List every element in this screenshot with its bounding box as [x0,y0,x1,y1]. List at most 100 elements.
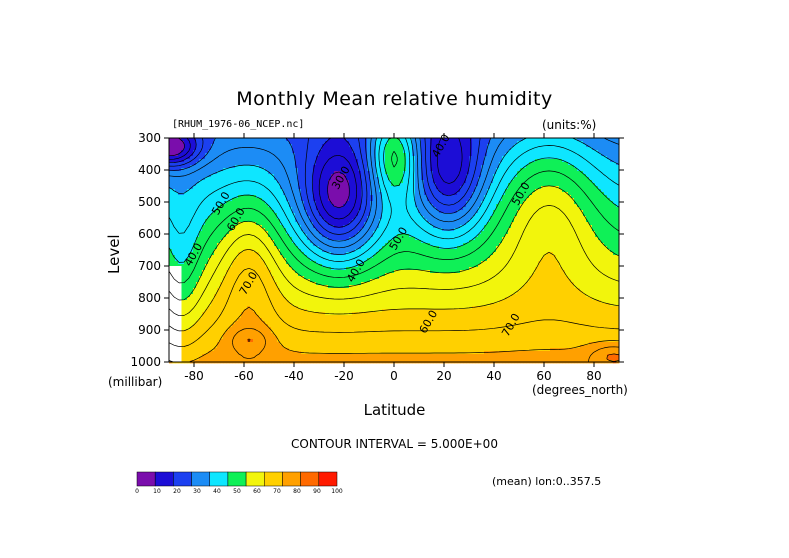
heatmap-cell [262,306,266,310]
heatmap-cell [319,228,323,232]
heatmap-cell [298,339,302,343]
heatmap-cell [262,153,266,157]
heatmap-cell [346,351,350,355]
heatmap-cell [340,306,344,310]
heatmap-cell [223,225,227,229]
heatmap-cell [307,309,311,313]
heatmap-cell [241,336,245,340]
heatmap-cell [268,261,272,265]
heatmap-cell [262,144,266,148]
heatmap-cell [361,255,365,259]
heatmap-cell [346,291,350,295]
heatmap-cell [361,216,365,220]
heatmap-cell [283,144,287,148]
heatmap-cell [262,261,266,265]
heatmap-cell [265,282,269,286]
heatmap-cell [355,150,359,154]
heatmap-cell [253,165,257,169]
heatmap-cell [232,138,236,142]
heatmap-cell [334,342,338,346]
heatmap-cell [241,201,245,205]
heatmap-cell [271,189,275,193]
heatmap-cell [301,321,305,325]
heatmap-cell [271,348,275,352]
heatmap-cell [367,243,371,247]
heatmap-cell [358,216,362,220]
heatmap-cell [280,225,284,229]
heatmap-cell [220,228,224,232]
heatmap-cell [331,159,335,163]
heatmap-cell [325,180,329,184]
heatmap-cell [244,240,248,244]
heatmap-cell [292,300,296,304]
heatmap-cell [199,183,203,187]
heatmap-cell [199,195,203,199]
heatmap-cell [337,204,341,208]
heatmap-cell [268,201,272,205]
heatmap-cell [211,309,215,313]
heatmap-cell [313,153,317,157]
heatmap-cell [235,219,239,223]
heatmap-cell [328,252,332,256]
heatmap-cell [298,252,302,256]
heatmap-cell [244,177,248,181]
heatmap-cell [313,300,317,304]
heatmap-cell [349,261,353,265]
heatmap-cell [295,348,299,352]
heatmap-cell [187,198,191,202]
heatmap-cell [184,207,188,211]
heatmap-cell [193,342,197,346]
heatmap-cell [256,315,260,319]
heatmap-cell [301,354,305,358]
heatmap-cell [346,270,350,274]
heatmap-cell [337,198,341,202]
heatmap-cell [238,306,242,310]
heatmap-cell [322,171,326,175]
heatmap-cell [316,213,320,217]
heatmap-cell [325,231,329,235]
heatmap-cell [238,237,242,241]
heatmap-cell [304,174,308,178]
heatmap-cell [244,165,248,169]
heatmap-cell [364,309,368,313]
heatmap-cell [301,339,305,343]
heatmap-cell [289,249,293,253]
heatmap-cell [280,171,284,175]
heatmap-cell [169,213,173,217]
heatmap-cell [307,357,311,361]
heatmap-cell [259,243,263,247]
heatmap-cell [193,276,197,280]
heatmap-cell [169,198,173,202]
heatmap-cell [328,270,332,274]
heatmap-cell [361,186,365,190]
heatmap-cell [193,171,197,175]
heatmap-cell [208,183,212,187]
heatmap-cell [175,171,179,175]
heatmap-cell [175,192,179,196]
heatmap-cell [193,282,197,286]
heatmap-cell [343,321,347,325]
heatmap-cell [241,231,245,235]
heatmap-cell [337,177,341,181]
heatmap-cell [214,333,218,337]
heatmap-cell [331,153,335,157]
heatmap-cell [190,255,194,259]
heatmap-cell [250,222,254,226]
heatmap-cell [253,267,257,271]
heatmap-cell [271,246,275,250]
heatmap-cell [316,246,320,250]
heatmap-cell [232,330,236,334]
heatmap-cell [271,333,275,337]
heatmap-cell [217,324,221,328]
heatmap-cell [262,339,266,343]
heatmap-cell [214,249,218,253]
heatmap-cell [304,213,308,217]
heatmap-cell [337,144,341,148]
heatmap-cell [358,210,362,214]
heatmap-cell [265,249,269,253]
heatmap-cell [310,180,314,184]
heatmap-cell [340,303,344,307]
heatmap-cell [193,318,197,322]
heatmap-cell [229,192,233,196]
heatmap-cell [259,174,263,178]
